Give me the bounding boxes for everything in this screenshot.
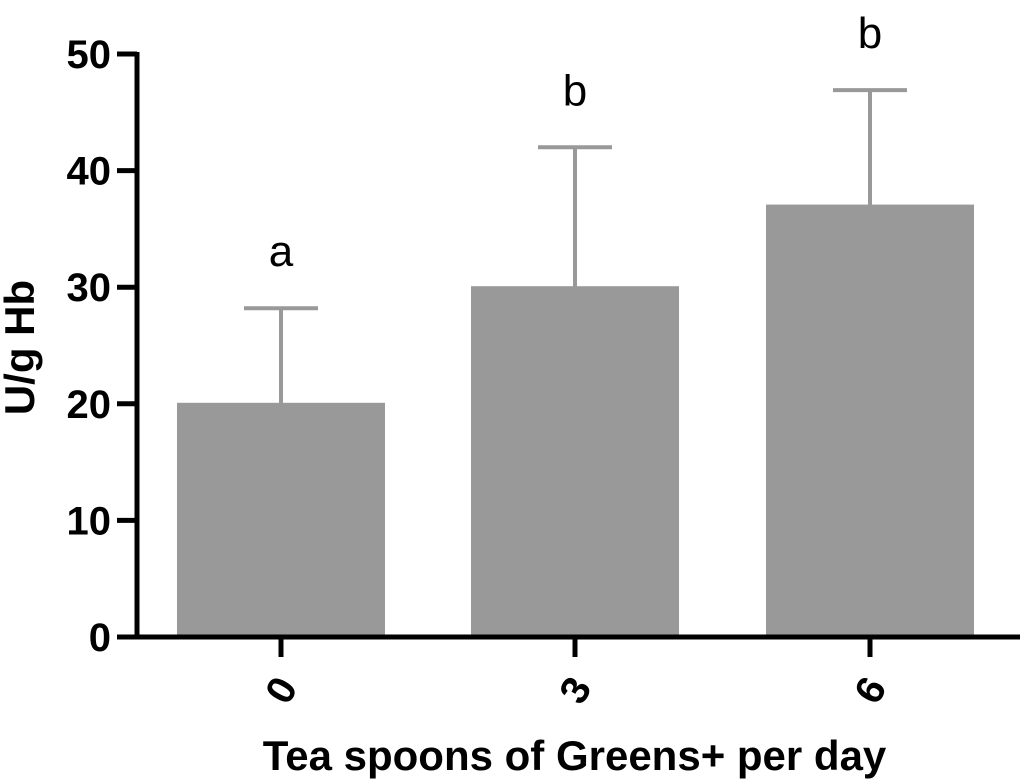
x-tick-label: 0: [257, 670, 306, 711]
significance-letter: b: [563, 66, 587, 115]
y-axis-title: U/g Hb: [0, 280, 43, 415]
error-bars: [244, 88, 907, 404]
significance-letter: b: [858, 9, 882, 58]
x-tick-label: 6: [846, 670, 895, 711]
bar: [766, 204, 974, 639]
significance-annotations: a b b: [269, 9, 882, 276]
y-tick-label: 30: [67, 266, 112, 310]
bar: [177, 402, 385, 638]
y-tick-label: 40: [67, 150, 112, 194]
x-axis-title: Tea spoons of Greens+ per day: [263, 732, 887, 779]
y-tick-label: 0: [89, 616, 111, 660]
significance-letter: a: [269, 227, 294, 276]
y-tick-label: 20: [67, 383, 112, 427]
x-tick-label: 3: [551, 670, 600, 711]
bar: [471, 286, 679, 638]
x-axis-ticks: 0 3 6: [257, 637, 895, 711]
y-axis-ticks: 0 10 20 30 40 50: [67, 33, 137, 660]
y-tick-label: 50: [67, 33, 112, 77]
y-tick-label: 10: [67, 499, 112, 543]
